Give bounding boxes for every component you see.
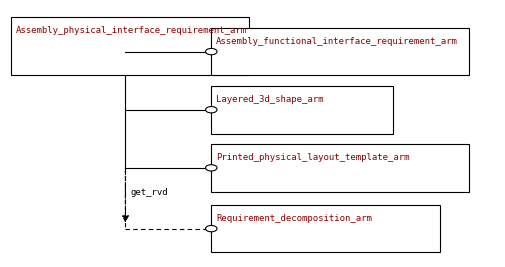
FancyBboxPatch shape — [211, 28, 468, 75]
Circle shape — [205, 165, 217, 171]
Circle shape — [205, 107, 217, 113]
FancyBboxPatch shape — [11, 17, 249, 75]
Text: Layered_3d_shape_arm: Layered_3d_shape_arm — [216, 95, 323, 104]
Circle shape — [205, 48, 217, 55]
FancyBboxPatch shape — [211, 86, 392, 134]
Text: Assembly_functional_interface_requirement_arm: Assembly_functional_interface_requiremen… — [216, 37, 457, 46]
FancyBboxPatch shape — [211, 144, 468, 192]
FancyBboxPatch shape — [211, 205, 439, 252]
Text: Printed_physical_layout_template_arm: Printed_physical_layout_template_arm — [216, 153, 409, 162]
Text: get_rvd: get_rvd — [130, 189, 168, 198]
Circle shape — [205, 225, 217, 232]
Text: Assembly_physical_interface_requirement_arm: Assembly_physical_interface_requirement_… — [16, 26, 246, 36]
Text: Requirement_decomposition_arm: Requirement_decomposition_arm — [216, 214, 371, 223]
